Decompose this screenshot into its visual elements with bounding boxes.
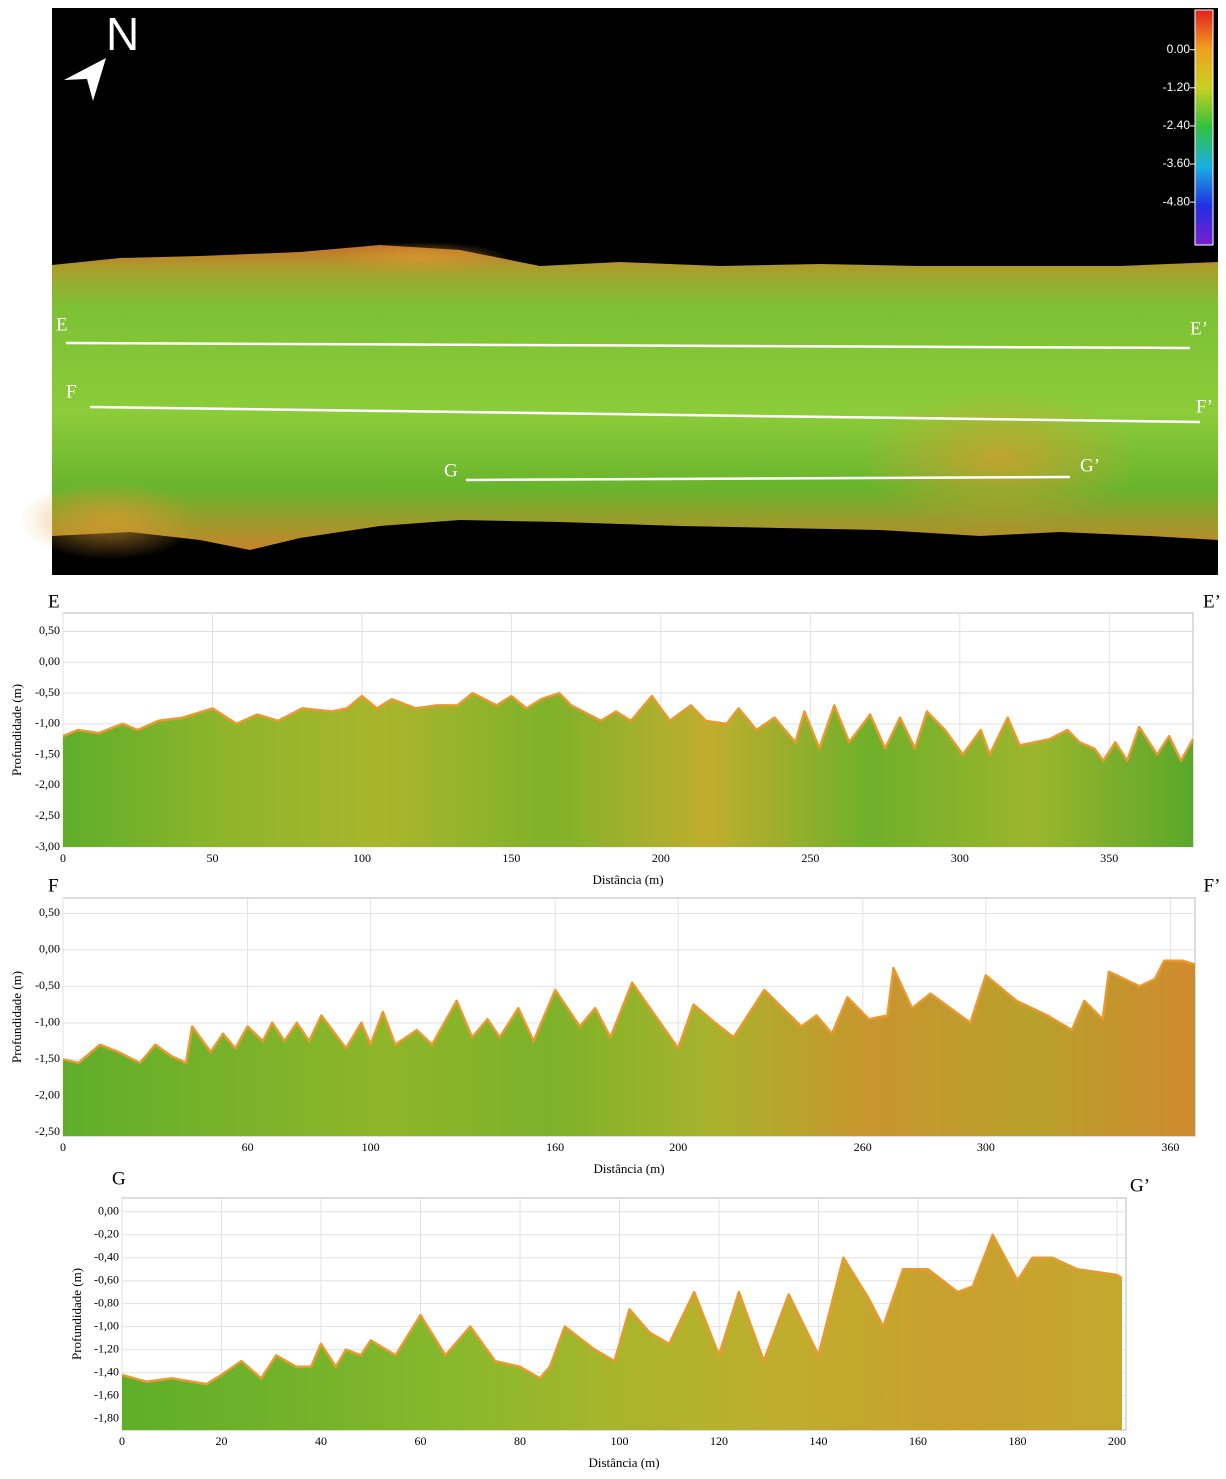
y-tick-label: 0,00 (39, 942, 60, 956)
colorbar-label: -3.60 (1163, 156, 1191, 170)
x-tick-label: 60 (415, 1434, 427, 1448)
y-tick-label: -1,40 (94, 1364, 119, 1378)
y-tick-label: -0,50 (35, 685, 60, 699)
x-tick-label: 0 (119, 1434, 125, 1448)
x-tick-label: 200 (652, 851, 670, 865)
colorbar-label: 0.00 (1167, 42, 1191, 56)
shallow-zone (330, 242, 510, 274)
x-tick-label: 250 (801, 851, 819, 865)
north-label: N (106, 8, 139, 60)
x-tick-label: 50 (206, 851, 218, 865)
x-tick-label: 160 (546, 1140, 564, 1154)
transect-start: G (444, 460, 458, 481)
y-axis-title: Profundidade (m) (9, 684, 24, 776)
y-tick-label: -1,50 (35, 1051, 60, 1065)
y-tick-label: 0,00 (39, 654, 60, 668)
y-tick-label: -1,60 (94, 1387, 119, 1401)
x-tick-label: 150 (502, 851, 520, 865)
x-tick-label: 100 (353, 851, 371, 865)
x-tick-label: 300 (951, 851, 969, 865)
shallow-zone (20, 480, 200, 560)
transect-end: F’ (1196, 396, 1213, 417)
x-tick-label: 60 (242, 1140, 254, 1154)
x-tick-label: 100 (362, 1140, 380, 1154)
x-tick-label: 200 (669, 1140, 687, 1154)
x-tick-label: 20 (216, 1434, 228, 1448)
x-tick-label: 360 (1161, 1140, 1179, 1154)
colorbar-label: -4.80 (1163, 194, 1191, 208)
x-tick-label: 0 (60, 851, 66, 865)
y-tick-label: 0,00 (98, 1204, 119, 1218)
colorbar-scale (1195, 10, 1213, 245)
y-tick-label: 0,50 (39, 905, 60, 919)
x-tick-label: 260 (854, 1140, 872, 1154)
colorbar-label: -2.40 (1163, 118, 1191, 132)
x-tick-label: 0 (60, 1140, 66, 1154)
profile-end-label: F’ (1204, 875, 1221, 896)
y-tick-label: -1,00 (35, 716, 60, 730)
y-tick-label: -2,00 (35, 1088, 60, 1102)
y-tick-label: -0,50 (35, 978, 60, 992)
transect-start: E (56, 314, 68, 335)
y-tick-label: -2,50 (35, 1124, 60, 1138)
y-tick-label: -2,50 (35, 808, 60, 822)
colorbar-label: -1.20 (1163, 80, 1191, 94)
x-axis-title: Distância (m) (588, 1455, 659, 1470)
y-tick-label: -0,60 (94, 1272, 119, 1286)
y-tick-label: -1,00 (35, 1015, 60, 1029)
y-tick-label: -0,80 (94, 1295, 119, 1309)
x-tick-label: 350 (1100, 851, 1118, 865)
x-tick-label: 80 (514, 1434, 526, 1448)
x-tick-label: 200 (1108, 1434, 1126, 1448)
x-axis-title: Distância (m) (593, 1161, 664, 1176)
y-tick-label: -0,20 (94, 1227, 119, 1241)
y-tick-label: -1,20 (94, 1341, 119, 1355)
y-tick-label: -3,00 (35, 839, 60, 853)
transect-start: F (66, 381, 77, 402)
map: E E’ F F’ G G’ N 0.00 -1.20 -2.40 -3.60 -4.8… (20, 8, 1218, 575)
x-tick-label: 180 (1009, 1434, 1027, 1448)
profile-start-label: F (48, 875, 59, 896)
profile-end-label: G’ (1130, 1175, 1150, 1196)
profile-start-label: G (112, 1168, 126, 1189)
x-tick-label: 160 (909, 1434, 927, 1448)
profile-start-label: E (48, 591, 60, 612)
x-tick-label: 100 (611, 1434, 629, 1448)
y-tick-label: -1,50 (35, 746, 60, 760)
x-axis-title: Distância (m) (592, 872, 663, 887)
x-tick-label: 120 (710, 1434, 728, 1448)
y-axis-title: Profundidade (m) (9, 971, 24, 1063)
transect-end: G’ (1080, 455, 1100, 476)
figure: E E’ F F’ G G’ N 0.00 -1.20 -2.40 -3.60 -4.8… (0, 0, 1226, 1474)
y-tick-label: -1,80 (94, 1410, 119, 1424)
y-tick-label: -2,00 (35, 777, 60, 791)
x-tick-label: 300 (977, 1140, 995, 1154)
x-tick-label: 140 (810, 1434, 828, 1448)
profile-end-label: E’ (1203, 591, 1221, 612)
y-tick-label: -0,40 (94, 1249, 119, 1263)
y-tick-label: 0,50 (39, 623, 60, 637)
transect-end: E’ (1190, 318, 1208, 339)
x-tick-label: 40 (315, 1434, 327, 1448)
y-tick-label: -1,00 (94, 1318, 119, 1332)
profiles: E E’ 0,50 0,00 -0,50 -1,00 -1,50 -2,00 -2,50 -3,0… (9, 591, 1221, 1470)
y-axis-title: Profundidade (m) (69, 1268, 84, 1360)
